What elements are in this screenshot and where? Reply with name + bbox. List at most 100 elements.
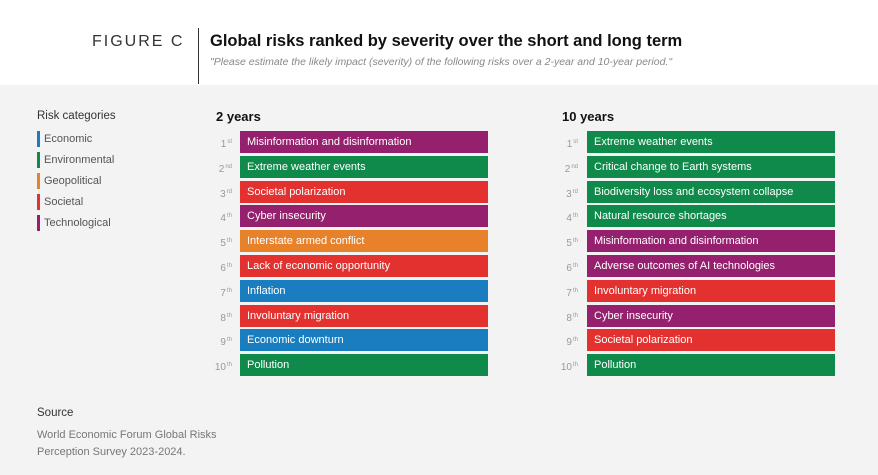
- column-title-2-years: 2 years: [216, 109, 261, 124]
- rank-number: 10th: [198, 354, 232, 376]
- legend-swatch: [37, 152, 40, 168]
- risk-bar: Economic downturn: [240, 329, 488, 352]
- rank-value: 5: [220, 238, 226, 250]
- figure-label: FIGURE C: [92, 33, 185, 50]
- source-title: Source: [37, 407, 74, 419]
- rank-suffix: st: [227, 139, 232, 145]
- risk-bar: Cyber insecurity: [240, 205, 488, 228]
- rank-value: 1: [220, 139, 227, 150]
- rank-value: 8: [220, 312, 226, 324]
- rank-number: 9th: [544, 329, 578, 351]
- risk-bar: Biodiversity loss and ecosystem collapse: [587, 180, 835, 203]
- rank-value: 4: [220, 213, 226, 225]
- page-subtitle: "Please estimate the likely impact (seve…: [210, 56, 673, 68]
- legend-swatch: [37, 131, 40, 147]
- risk-bar: Involuntary migration: [587, 279, 835, 302]
- rank-suffix: th: [572, 238, 578, 245]
- rank-number: 4th: [544, 205, 578, 227]
- rank-suffix: th: [226, 337, 232, 344]
- rank-suffix: nd: [571, 163, 578, 170]
- rank-number: 8th: [198, 305, 232, 327]
- risk-bar: Societal polarization: [587, 329, 835, 352]
- rank-suffix: nd: [225, 163, 232, 170]
- rank-suffix: th: [572, 213, 578, 220]
- rank-value: 7: [220, 287, 226, 299]
- rank-number: 8th: [544, 305, 578, 327]
- rank-suffix: th: [572, 312, 578, 319]
- rank-value: 6: [566, 263, 572, 274]
- risk-bar: Extreme weather events: [587, 131, 835, 153]
- legend-swatch: [37, 215, 40, 231]
- rank-value: 9: [220, 337, 226, 349]
- legend-swatch: [37, 173, 40, 189]
- rank-number: 3rd: [544, 181, 578, 203]
- legend-item-societal: Societal: [37, 194, 83, 210]
- rank-suffix: th: [226, 362, 232, 369]
- rank-suffix: th: [226, 213, 232, 220]
- header-divider: [198, 28, 199, 84]
- legend-item-technological: Technological: [37, 215, 111, 231]
- source-text: World Economic Forum Global Risks Percep…: [37, 429, 217, 458]
- rank-value: 2: [218, 163, 225, 175]
- rank-suffix: th: [572, 287, 578, 294]
- legend-item-economic: Economic: [37, 131, 92, 147]
- risk-bar: Misinformation and disinformation: [240, 131, 488, 153]
- rank-value: 5: [566, 238, 572, 250]
- risk-bar: Adverse outcomes of AI technologies: [587, 255, 835, 277]
- rank-number: 1st: [198, 131, 232, 153]
- rank-value: 7: [566, 287, 572, 299]
- rank-suffix: rd: [226, 188, 232, 195]
- figure-body: Risk categories 2 years 10 years Source …: [0, 85, 878, 475]
- risk-bar: Pollution: [240, 354, 488, 377]
- rank-number: 9th: [198, 329, 232, 351]
- risk-bar: Pollution: [587, 354, 835, 377]
- legend-label: Societal: [44, 196, 84, 208]
- rank-value: 3: [566, 188, 572, 200]
- rank-suffix: rd: [572, 188, 578, 195]
- risk-bar: Lack of economic opportunity: [240, 255, 488, 277]
- risk-bar: Societal polarization: [240, 180, 488, 203]
- risk-bar: Cyber insecurity: [587, 304, 835, 327]
- legend-item-geopolitical: Geopolitical: [37, 173, 101, 189]
- rank-number: 5th: [198, 230, 232, 252]
- risk-bar: Natural resource shortages: [587, 205, 835, 228]
- rank-number: 7th: [198, 280, 232, 302]
- rank-number: 2nd: [198, 156, 232, 178]
- legend-item-environmental: Environmental: [37, 152, 114, 168]
- risk-bar: Inflation: [240, 279, 488, 302]
- rank-number: 6th: [544, 255, 578, 277]
- rank-suffix: th: [572, 263, 578, 269]
- legend-label: Geopolitical: [44, 175, 102, 187]
- legend-label: Environmental: [44, 154, 115, 166]
- rank-value: 4: [566, 213, 572, 225]
- rank-suffix: th: [226, 238, 232, 245]
- rank-suffix: th: [226, 287, 232, 294]
- rank-value: 10: [560, 362, 572, 374]
- rank-suffix: th: [226, 263, 232, 269]
- rank-value: 1: [566, 139, 573, 150]
- risk-bar: Critical change to Earth systems: [587, 155, 835, 178]
- legend-title: Risk categories: [37, 110, 116, 122]
- rank-suffix: st: [573, 139, 578, 145]
- rank-number: 4th: [198, 205, 232, 227]
- rank-value: 6: [220, 263, 226, 274]
- rank-number: 10th: [544, 354, 578, 376]
- risk-bar: Misinformation and disinformation: [587, 230, 835, 253]
- legend-label: Technological: [44, 217, 111, 229]
- legend-label: Economic: [44, 133, 93, 145]
- rank-number: 3rd: [198, 181, 232, 203]
- page-title: Global risks ranked by severity over the…: [210, 32, 683, 50]
- rank-suffix: th: [572, 337, 578, 344]
- column-title-10-years: 10 years: [562, 109, 615, 124]
- risk-bar: Involuntary migration: [240, 304, 488, 327]
- rank-value: 3: [220, 188, 226, 200]
- rank-number: 5th: [544, 230, 578, 252]
- figure-header: FIGURE C Global risks ranked by severity…: [0, 0, 878, 85]
- risk-bar: Extreme weather events: [240, 155, 488, 178]
- rank-value: 2: [564, 163, 571, 175]
- rank-number: 2nd: [544, 156, 578, 178]
- rank-number: 7th: [544, 280, 578, 302]
- rank-value: 8: [566, 312, 572, 324]
- rank-value: 9: [566, 337, 572, 349]
- risk-bar: Interstate armed conflict: [240, 230, 488, 253]
